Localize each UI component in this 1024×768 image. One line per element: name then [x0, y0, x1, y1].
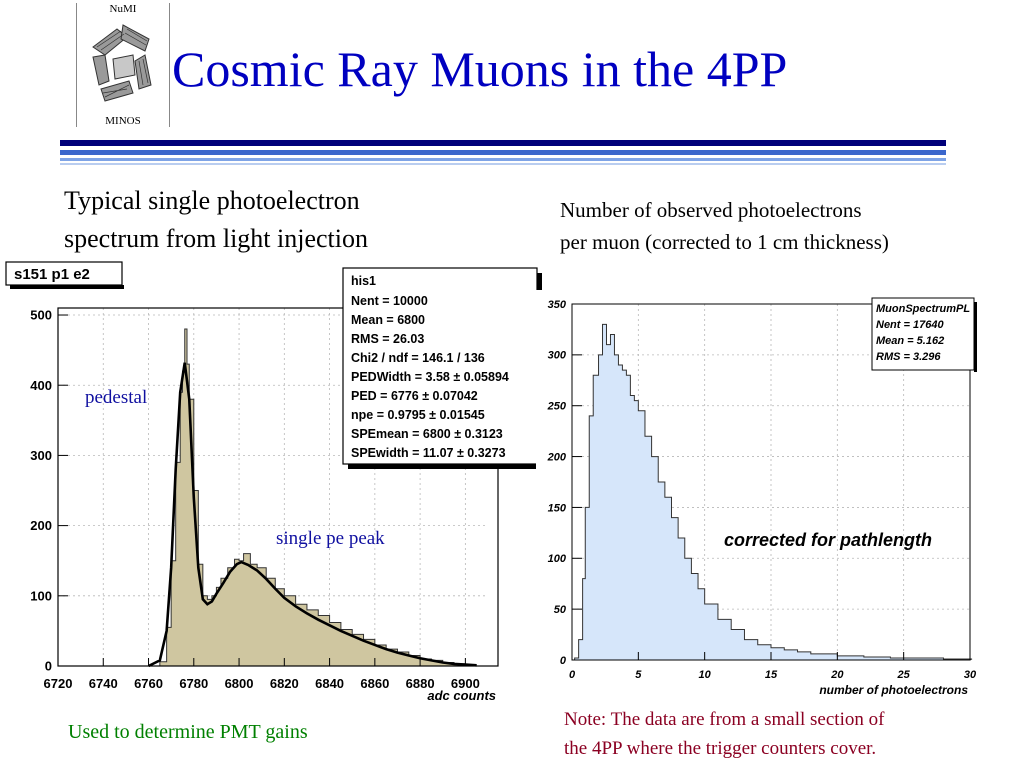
x-tick-label: 6820: [270, 676, 299, 691]
y-tick-label: 200: [30, 518, 52, 533]
right-stats-row: RMS = 3.296: [876, 351, 941, 363]
note-line-2: the 4PP where the trigger counters cover…: [564, 738, 877, 759]
y-tick-label: 350: [548, 299, 567, 311]
x-tick-label: 6840: [315, 676, 344, 691]
x-tick-label: 30: [964, 669, 977, 681]
stats-row: npe = 0.9795 ± 0.01545: [351, 408, 485, 422]
left-stats-box: [342, 267, 538, 465]
right-histogram: [574, 323, 973, 661]
x-tick-label: 6860: [360, 676, 389, 691]
stats-row: PEDWidth = 3.58 ± 0.05894: [351, 370, 509, 384]
x-tick-label: 0: [569, 669, 576, 681]
histogram-area: [574, 323, 973, 661]
x-tick-label: 5: [635, 669, 642, 681]
x-tick-label: 20: [830, 669, 844, 681]
caption-right-line-2: per muon (corrected to 1 cm thickness): [560, 230, 889, 254]
stats-row: PED = 6776 ± 0.07042: [351, 389, 478, 403]
y-tick-label: 250: [547, 401, 567, 413]
logo-minos-text: MINOS: [105, 115, 141, 127]
spe-spectrum-chart: s151 p1 e2 6720 6740 6760 6780 6800 6820 6840 6…: [0, 258, 545, 708]
title-rule-thick: [60, 140, 946, 146]
caption-left-line-1: Typical single photoelectron: [64, 186, 360, 215]
left-plot-frame: [57, 307, 499, 667]
stats-row: Mean = 6800: [351, 313, 425, 327]
single-pe-peak-annotation: single pe peak: [276, 528, 385, 549]
panel-label: s151 p1 e2: [14, 266, 90, 283]
left-x-axis-label: adc counts: [427, 688, 496, 703]
note-line-1: Note: The data are from a small section …: [564, 709, 885, 730]
y-tick-label: 300: [548, 350, 567, 362]
right-stats-box: [871, 297, 975, 371]
pedestal-annotation: pedestal: [85, 387, 147, 408]
stats-row: SPEwidth = 11.07 ± 0.3273: [351, 446, 506, 460]
left-y-ticks: 0 100 200 300 400 500: [30, 308, 68, 674]
caption-right: Number of observed photoelectrons per mu…: [560, 194, 1020, 258]
x-tick-label: 6720: [44, 676, 73, 691]
left-histogram: [148, 328, 469, 667]
x-tick-label: 15: [765, 669, 778, 681]
data-section-note: Note: The data are from a small section …: [564, 705, 1014, 763]
y-tick-label: 150: [548, 502, 567, 514]
y-tick-label: 100: [30, 588, 52, 603]
slide-title: Cosmic Ray Muons in the 4PP: [172, 41, 788, 97]
logo-numi-text: NuMI: [109, 3, 137, 15]
stats-row: SPEmean = 6800 ± 0.3123: [351, 427, 503, 441]
title-rule-thin: [60, 158, 946, 161]
left-x-ticks: 6720 6740 6760 6780 6800 6820 6840 6860 6880 6900: [44, 658, 480, 691]
muon-pe-spectrum-chart: 0 5 10 15 20 25 30 0 50 100 150 200 250 300 350 numbe…: [536, 290, 986, 700]
x-tick-label: 6760: [134, 676, 163, 691]
right-stats-title: MuonSpectrumPL: [876, 303, 970, 315]
title-rule-medium: [60, 150, 946, 155]
stats-title: his1: [351, 274, 376, 288]
left-fit-curve: [147, 362, 477, 668]
stats-row: Nent = 10000: [351, 294, 428, 308]
fit-curve: [147, 362, 477, 668]
caption-left: Typical single photoelectron spectrum fr…: [64, 182, 484, 258]
title-rule-faint: [60, 163, 946, 165]
right-y-ticks: 0 50 100 150 200 250 300 350: [547, 299, 582, 667]
logo-emblem-icon: [92, 24, 152, 102]
right-stats-row: Nent = 17640: [876, 319, 944, 331]
right-x-axis-label: number of photoelectrons: [819, 683, 968, 697]
y-tick-label: 0: [560, 655, 567, 667]
stats-row: RMS = 26.03: [351, 332, 424, 346]
histogram-area: [148, 328, 469, 667]
x-tick-label: 25: [897, 669, 911, 681]
x-tick-label: 6880: [406, 676, 435, 691]
right-stats-row: Mean = 5.162: [876, 335, 944, 347]
y-tick-label: 200: [547, 451, 567, 463]
x-tick-label: 10: [699, 669, 712, 681]
x-tick-label: 6900: [451, 676, 480, 691]
pmt-gains-note: Used to determine PMT gains: [68, 721, 308, 743]
x-tick-label: 6740: [89, 676, 118, 691]
y-tick-label: 300: [30, 448, 52, 463]
numi-minos-logo: NuMI MINOS: [76, 3, 170, 127]
y-tick-label: 500: [30, 308, 52, 323]
caption-left-line-2: spectrum from light injection: [64, 224, 368, 253]
stats-row: Chi2 / ndf = 146.1 / 136: [351, 351, 485, 365]
right-x-ticks: 0 5 10 15 20 25 30: [569, 652, 977, 681]
corrected-annotation: corrected for pathlength: [724, 530, 932, 550]
y-tick-label: 100: [548, 553, 567, 565]
y-tick-label: 400: [30, 378, 52, 393]
x-tick-label: 6780: [179, 676, 208, 691]
y-tick-label: 50: [554, 604, 567, 616]
x-tick-label: 6800: [225, 676, 254, 691]
y-tick-label: 0: [45, 659, 52, 674]
caption-right-line-1: Number of observed photoelectrons: [560, 198, 862, 222]
